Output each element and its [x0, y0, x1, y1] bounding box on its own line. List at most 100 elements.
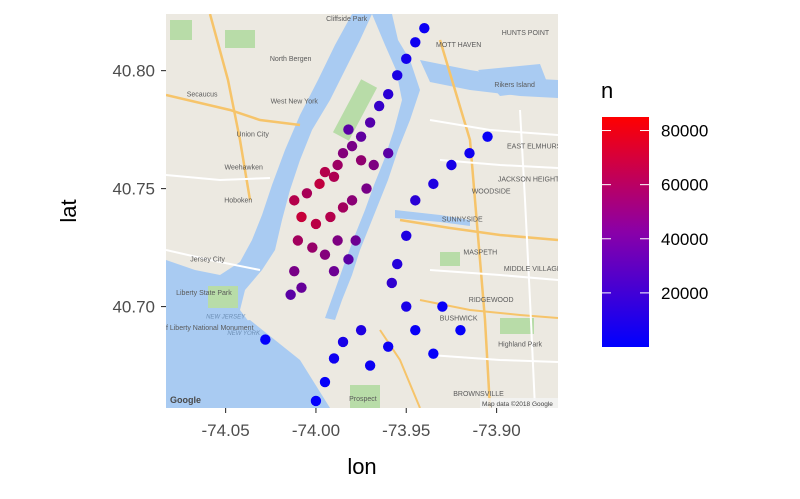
- y-axis: 40.70 40.75 40.80: [112, 62, 166, 317]
- data-point: [410, 37, 421, 48]
- map-place-label: Cliffside Park: [326, 16, 368, 23]
- map-place-label: Prospect: [349, 396, 377, 403]
- legend-tick-label: 60000: [661, 176, 708, 195]
- y-tick-label: 40.70: [112, 298, 155, 317]
- x-tick-label: -74.05: [202, 421, 250, 440]
- data-point: [401, 53, 412, 65]
- data-point: [328, 353, 340, 364]
- data-point: [343, 124, 354, 135]
- data-point: [285, 289, 296, 300]
- data-point: [382, 341, 394, 352]
- data-point: [301, 188, 313, 199]
- data-point: [310, 395, 322, 407]
- legend-tick-label: 40000: [661, 230, 708, 249]
- map-place-label: MOTT HAVEN: [436, 42, 481, 49]
- data-point: [289, 195, 300, 206]
- x-axis-title: lon: [347, 454, 376, 479]
- map-place-label: Secaucus: [187, 92, 218, 99]
- data-point: [319, 166, 331, 178]
- data-point: [350, 235, 361, 246]
- data-point: [428, 348, 439, 359]
- data-point: [319, 376, 331, 388]
- data-point: [464, 147, 475, 159]
- data-point: [332, 159, 343, 171]
- data-point: [428, 178, 439, 190]
- map-place-label: SUNNYSIDE: [442, 217, 483, 224]
- data-point: [446, 159, 457, 171]
- legend-colorbar: [602, 117, 649, 347]
- x-tick-label: -74.00: [292, 421, 340, 440]
- map-attribution: Map data ©2018 Google: [482, 400, 553, 408]
- map-place-label: Rikers Island: [494, 82, 535, 89]
- map-place-label: Hoboken: [224, 198, 252, 205]
- data-point: [289, 265, 300, 277]
- data-point: [337, 147, 349, 159]
- data-point: [355, 324, 367, 336]
- data-point: [319, 249, 331, 260]
- data-point: [296, 282, 307, 293]
- data-point: [410, 324, 421, 336]
- data-point: [325, 211, 336, 223]
- basemap: Cliffside Park North Bergen Secaucus West N…: [140, 14, 566, 408]
- map-place-label: JACKSON HEIGHTS: [498, 177, 564, 184]
- data-point: [314, 178, 325, 190]
- data-point: [455, 324, 466, 336]
- map-place-label: Weehawken: [224, 165, 263, 172]
- data-point: [361, 183, 372, 194]
- map-place-label: MIDDLE VILLAGE: [504, 266, 562, 273]
- data-point: [401, 230, 412, 241]
- data-point: [419, 22, 430, 34]
- map-place-label: West New York: [271, 99, 319, 106]
- map-place-label: Liberty State Park: [176, 290, 232, 297]
- map-place-label: NEW JERSEY: [206, 314, 246, 320]
- map-place-label: Highland Park: [498, 342, 542, 349]
- data-point: [307, 242, 318, 253]
- data-point: [346, 140, 358, 152]
- data-point: [392, 258, 403, 270]
- map-place-label: WOODSIDE: [472, 188, 511, 195]
- map-place-label: North Bergen: [270, 56, 312, 63]
- data-point: [373, 100, 385, 112]
- legend-tick-label: 20000: [661, 284, 708, 303]
- map-place-label: Union City: [237, 132, 270, 139]
- data-point: [332, 235, 343, 246]
- data-point: [328, 265, 340, 277]
- legend-tick-label: 80000: [661, 122, 708, 141]
- map-place-label: NEW YORK: [227, 331, 261, 337]
- data-point: [368, 159, 379, 171]
- data-point: [310, 218, 322, 230]
- data-point: [482, 131, 493, 142]
- data-point: [260, 334, 271, 345]
- legend: n 20000 40000 60000 80000: [601, 78, 708, 347]
- map-place-label: BROWNSVILLE: [453, 391, 504, 398]
- data-point: [355, 155, 367, 166]
- legend-title: n: [601, 78, 613, 103]
- y-axis-title: lat: [56, 199, 81, 222]
- map-place-label: Jersey City: [190, 257, 225, 264]
- data-point: [337, 202, 349, 213]
- data-point: [410, 195, 421, 206]
- google-logo: Google: [170, 395, 201, 405]
- data-point: [343, 254, 354, 265]
- y-tick-label: 40.75: [112, 180, 155, 199]
- data-point: [392, 70, 403, 81]
- data-point: [346, 195, 358, 206]
- map-place-label: RIDGEWOOD: [469, 297, 514, 304]
- map-place-label: Statue of Liberty National Monument: [140, 325, 254, 332]
- data-point: [437, 301, 448, 312]
- map-place-label: HUNTS POINT: [502, 30, 550, 37]
- data-point: [382, 147, 394, 159]
- data-point: [337, 336, 349, 348]
- data-point: [364, 117, 376, 128]
- x-tick-label: -73.95: [382, 421, 430, 440]
- map-place-label: BUSHWICK: [440, 316, 478, 323]
- data-point: [364, 360, 376, 371]
- data-point: [296, 211, 307, 223]
- data-point: [292, 235, 304, 246]
- y-tick-label: 40.80: [112, 62, 155, 81]
- map-place-label: MASPETH: [463, 250, 497, 257]
- x-tick-label: -73.90: [472, 421, 520, 440]
- data-point: [401, 301, 412, 312]
- map-place-label: EAST ELMHURST: [507, 143, 566, 150]
- x-axis: -74.05 -74.00 -73.95 -73.90: [202, 408, 521, 440]
